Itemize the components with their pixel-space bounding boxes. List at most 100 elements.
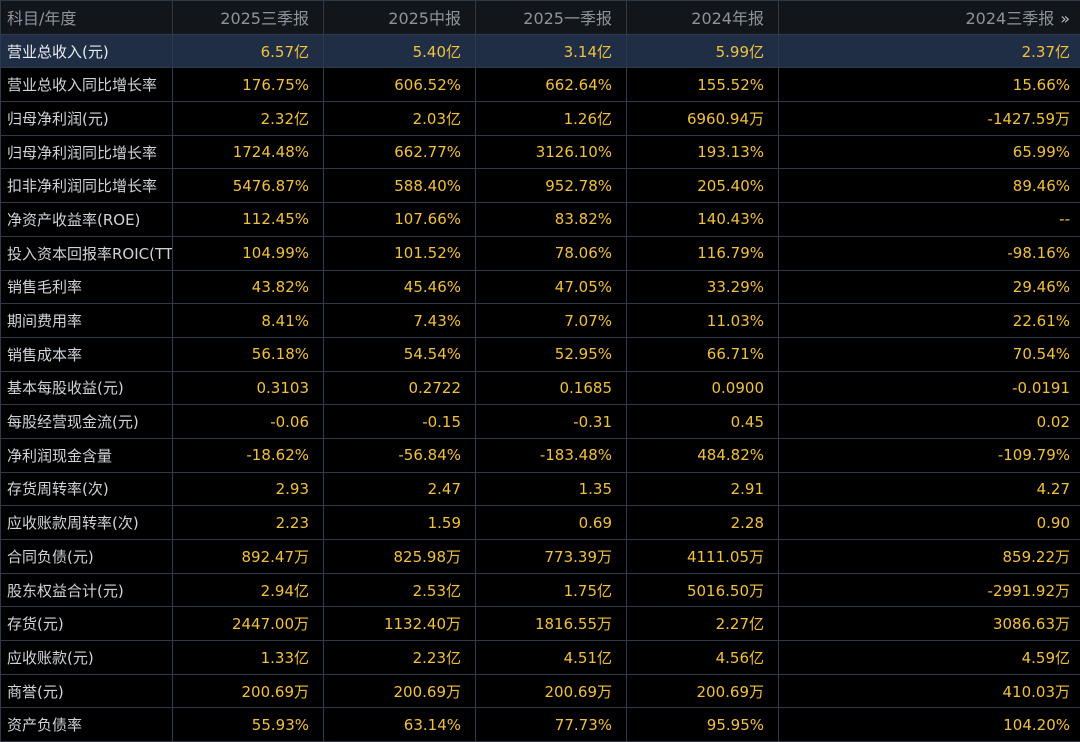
table-cell: 3086.63万 — [778, 606, 1080, 642]
table-cell: 77.73% — [475, 707, 627, 742]
table-cell: 1132.40万 — [323, 606, 476, 642]
column-header[interactable]: 2024年报 — [626, 0, 779, 35]
column-header[interactable]: 2025三季报 — [172, 0, 324, 35]
table-cell: 2.03亿 — [323, 101, 476, 136]
table-cell: 5476.87% — [172, 168, 324, 204]
table-cell: 606.52% — [323, 67, 476, 103]
row-label: 净资产收益率(ROE) — [0, 202, 173, 237]
table-body: 营业总收入(元) 6.57亿 5.40亿 3.14亿 5.99亿 2.37亿 营… — [0, 33, 1080, 742]
table-cell: 0.0900 — [626, 370, 779, 406]
table-cell: 47.05% — [475, 269, 627, 305]
table-cell: 2.23 — [172, 505, 324, 540]
table-row[interactable]: 资产负债率 55.93% 63.14% 77.73% 95.95% 104.20… — [0, 707, 1080, 742]
table-cell: 2.27亿 — [626, 606, 779, 642]
table-cell: 116.79% — [626, 235, 779, 271]
column-header[interactable]: 2025中报 — [323, 0, 476, 35]
table-cell: 5.99亿 — [626, 33, 779, 69]
table-row[interactable]: 净利润现金含量 -18.62% -56.84% -183.48% 484.82%… — [0, 437, 1080, 473]
table-cell: 43.82% — [172, 269, 324, 305]
row-label: 归母净利润(元) — [0, 101, 173, 136]
table-row[interactable]: 营业总收入(元) 6.57亿 5.40亿 3.14亿 5.99亿 2.37亿 — [0, 33, 1080, 69]
table-cell: 588.40% — [323, 168, 476, 204]
table-row[interactable]: 归母净利润(元) 2.32亿 2.03亿 1.26亿 6960.94万 -142… — [0, 101, 1080, 136]
table-row[interactable]: 商誉(元) 200.69万 200.69万 200.69万 200.69万 41… — [0, 673, 1080, 709]
table-cell: -98.16% — [778, 235, 1080, 271]
row-label: 股东权益合计(元) — [0, 572, 173, 608]
row-label: 商誉(元) — [0, 673, 173, 709]
table-row[interactable]: 营业总收入同比增长率 176.75% 606.52% 662.64% 155.5… — [0, 67, 1080, 103]
table-cell: 2.47 — [323, 471, 476, 507]
table-cell: 825.98万 — [323, 539, 476, 574]
table-cell: -- — [778, 202, 1080, 237]
table-row[interactable]: 应收账款(元) 1.33亿 2.23亿 4.51亿 4.56亿 4.59亿 — [0, 640, 1080, 675]
table-cell: 2.91 — [626, 471, 779, 507]
table-cell: 6960.94万 — [626, 101, 779, 136]
table-cell: 78.06% — [475, 235, 627, 271]
header-row: 科目/年度 2025三季报 2025中报 2025一季报 2024年报 2024… — [0, 0, 1080, 35]
table-cell: 65.99% — [778, 134, 1080, 170]
table-cell: 662.64% — [475, 67, 627, 103]
table-cell: 2.37亿 — [778, 33, 1080, 69]
table-cell: 33.29% — [626, 269, 779, 305]
table-cell: 1.26亿 — [475, 101, 627, 136]
table-cell: 0.2722 — [323, 370, 476, 406]
table-cell: 0.45 — [626, 404, 779, 439]
table-row[interactable]: 股东权益合计(元) 2.94亿 2.53亿 1.75亿 5016.50万 -29… — [0, 572, 1080, 608]
table-row[interactable]: 存货周转率(次) 2.93 2.47 1.35 2.91 4.27 — [0, 471, 1080, 507]
table-row[interactable]: 扣非净利润同比增长率 5476.87% 588.40% 952.78% 205.… — [0, 168, 1080, 204]
table-row[interactable]: 销售毛利率 43.82% 45.46% 47.05% 33.29% 29.46% — [0, 269, 1080, 305]
table-cell: 2.94亿 — [172, 572, 324, 608]
table-cell: 773.39万 — [475, 539, 627, 574]
table-row[interactable]: 每股经营现金流(元) -0.06 -0.15 -0.31 0.45 0.02 — [0, 404, 1080, 439]
table-cell: -1427.59万 — [778, 101, 1080, 136]
table-cell: 193.13% — [626, 134, 779, 170]
row-label: 净利润现金含量 — [0, 437, 173, 473]
table-row[interactable]: 归母净利润同比增长率 1724.48% 662.77% 3126.10% 193… — [0, 134, 1080, 170]
table-cell: 2.28 — [626, 505, 779, 540]
table-cell: 107.66% — [323, 202, 476, 237]
row-label: 归母净利润同比增长率 — [0, 134, 173, 170]
row-label: 合同负债(元) — [0, 539, 173, 574]
table-row[interactable]: 净资产收益率(ROE) 112.45% 107.66% 83.82% 140.4… — [0, 202, 1080, 237]
table-cell: 4111.05万 — [626, 539, 779, 574]
table-cell: -2991.92万 — [778, 572, 1080, 608]
table-cell: 22.61% — [778, 303, 1080, 338]
table-row[interactable]: 期间费用率 8.41% 7.43% 7.07% 11.03% 22.61% — [0, 303, 1080, 338]
row-label: 营业总收入(元) — [0, 33, 173, 69]
table-cell: 410.03万 — [778, 673, 1080, 709]
table-cell: 0.3103 — [172, 370, 324, 406]
table-cell: 11.03% — [626, 303, 779, 338]
chevron-right-double-icon[interactable]: » — [1060, 9, 1070, 29]
table-cell: 484.82% — [626, 437, 779, 473]
table-row[interactable]: 投入资本回报率ROIC(TTM) 104.99% 101.52% 78.06% … — [0, 235, 1080, 271]
table-cell: 3126.10% — [475, 134, 627, 170]
table-cell: 95.95% — [626, 707, 779, 742]
column-header[interactable]: 2025一季报 — [475, 0, 627, 35]
row-label: 扣非净利润同比增长率 — [0, 168, 173, 204]
table-row[interactable]: 基本每股收益(元) 0.3103 0.2722 0.1685 0.0900 -0… — [0, 370, 1080, 406]
table-row[interactable]: 存货(元) 2447.00万 1132.40万 1816.55万 2.27亿 3… — [0, 606, 1080, 642]
table-cell: 83.82% — [475, 202, 627, 237]
row-label: 销售毛利率 — [0, 269, 173, 305]
table-cell: -0.0191 — [778, 370, 1080, 406]
table-cell: -109.79% — [778, 437, 1080, 473]
table-row[interactable]: 应收账款周转率(次) 2.23 1.59 0.69 2.28 0.90 — [0, 505, 1080, 540]
table-cell: 1816.55万 — [475, 606, 627, 642]
table-cell: 54.54% — [323, 336, 476, 372]
table-cell: 4.27 — [778, 471, 1080, 507]
table-cell: 1.75亿 — [475, 572, 627, 608]
table-cell: 205.40% — [626, 168, 779, 204]
table-cell: 4.51亿 — [475, 640, 627, 675]
table-cell: 176.75% — [172, 67, 324, 103]
table-cell: -183.48% — [475, 437, 627, 473]
column-header[interactable]: 2024三季报» — [778, 0, 1080, 35]
table-cell: 70.54% — [778, 336, 1080, 372]
table-cell: 0.02 — [778, 404, 1080, 439]
table-cell: 56.18% — [172, 336, 324, 372]
row-label: 资产负债率 — [0, 707, 173, 742]
table-cell: 0.90 — [778, 505, 1080, 540]
table-row[interactable]: 销售成本率 56.18% 54.54% 52.95% 66.71% 70.54% — [0, 336, 1080, 372]
table-cell: 0.69 — [475, 505, 627, 540]
table-row[interactable]: 合同负债(元) 892.47万 825.98万 773.39万 4111.05万… — [0, 539, 1080, 574]
table-cell: 45.46% — [323, 269, 476, 305]
